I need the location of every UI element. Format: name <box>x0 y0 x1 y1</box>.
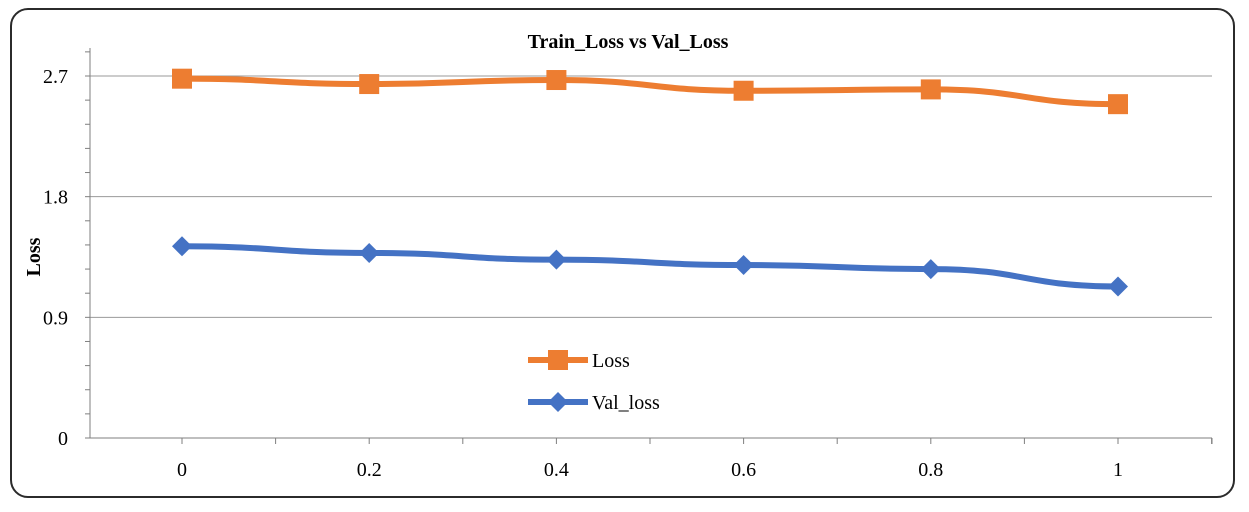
legend-label: Loss <box>592 350 630 372</box>
y-tick-label: 1.8 <box>43 187 68 209</box>
legend-item: Loss <box>528 350 630 372</box>
data-point <box>733 80 754 101</box>
x-tick-label: 0.2 <box>357 459 382 481</box>
data-point <box>546 249 567 270</box>
data-point <box>359 242 380 263</box>
data-point <box>1108 276 1128 297</box>
series-layer <box>172 68 1128 297</box>
data-point <box>172 68 192 89</box>
y-tick-label: 0 <box>58 428 68 450</box>
y-axis-label: Loss <box>23 237 45 276</box>
legend-swatch-marker <box>548 350 568 370</box>
x-tick-label: 0.4 <box>544 459 569 481</box>
x-tick-label: 0.8 <box>918 459 943 481</box>
data-point <box>920 79 941 100</box>
data-point <box>733 255 754 276</box>
legend-label: Val_loss <box>592 392 660 414</box>
series-line <box>181 243 1119 290</box>
data-point <box>546 70 567 91</box>
legend: Loss Val_loss <box>528 350 660 414</box>
data-point <box>920 259 941 280</box>
data-point <box>172 236 192 257</box>
data-point <box>1108 94 1128 115</box>
y-tick-label: 2.7 <box>43 66 68 88</box>
legend-swatch-marker <box>548 392 568 412</box>
series-loss <box>172 68 1128 115</box>
series-val-loss <box>172 236 1128 297</box>
axes <box>85 48 1213 444</box>
y-tick-label: 0.9 <box>43 307 68 329</box>
data-point <box>359 74 380 95</box>
chart-frame <box>10 8 1235 498</box>
legend-item: Val_loss <box>528 392 660 414</box>
x-tick-label: 0.6 <box>731 459 756 481</box>
x-tick-label: 1 <box>1113 459 1123 481</box>
x-tick-label: 0 <box>177 459 187 481</box>
series-line <box>181 75 1119 108</box>
gridlines <box>90 75 1212 318</box>
chart-title: Train_Loss vs Val_Loss <box>528 31 729 53</box>
tick-labels: 0 0.9 1.8 2.7 0 0.2 0.4 0.6 0.8 1 <box>43 66 1123 481</box>
